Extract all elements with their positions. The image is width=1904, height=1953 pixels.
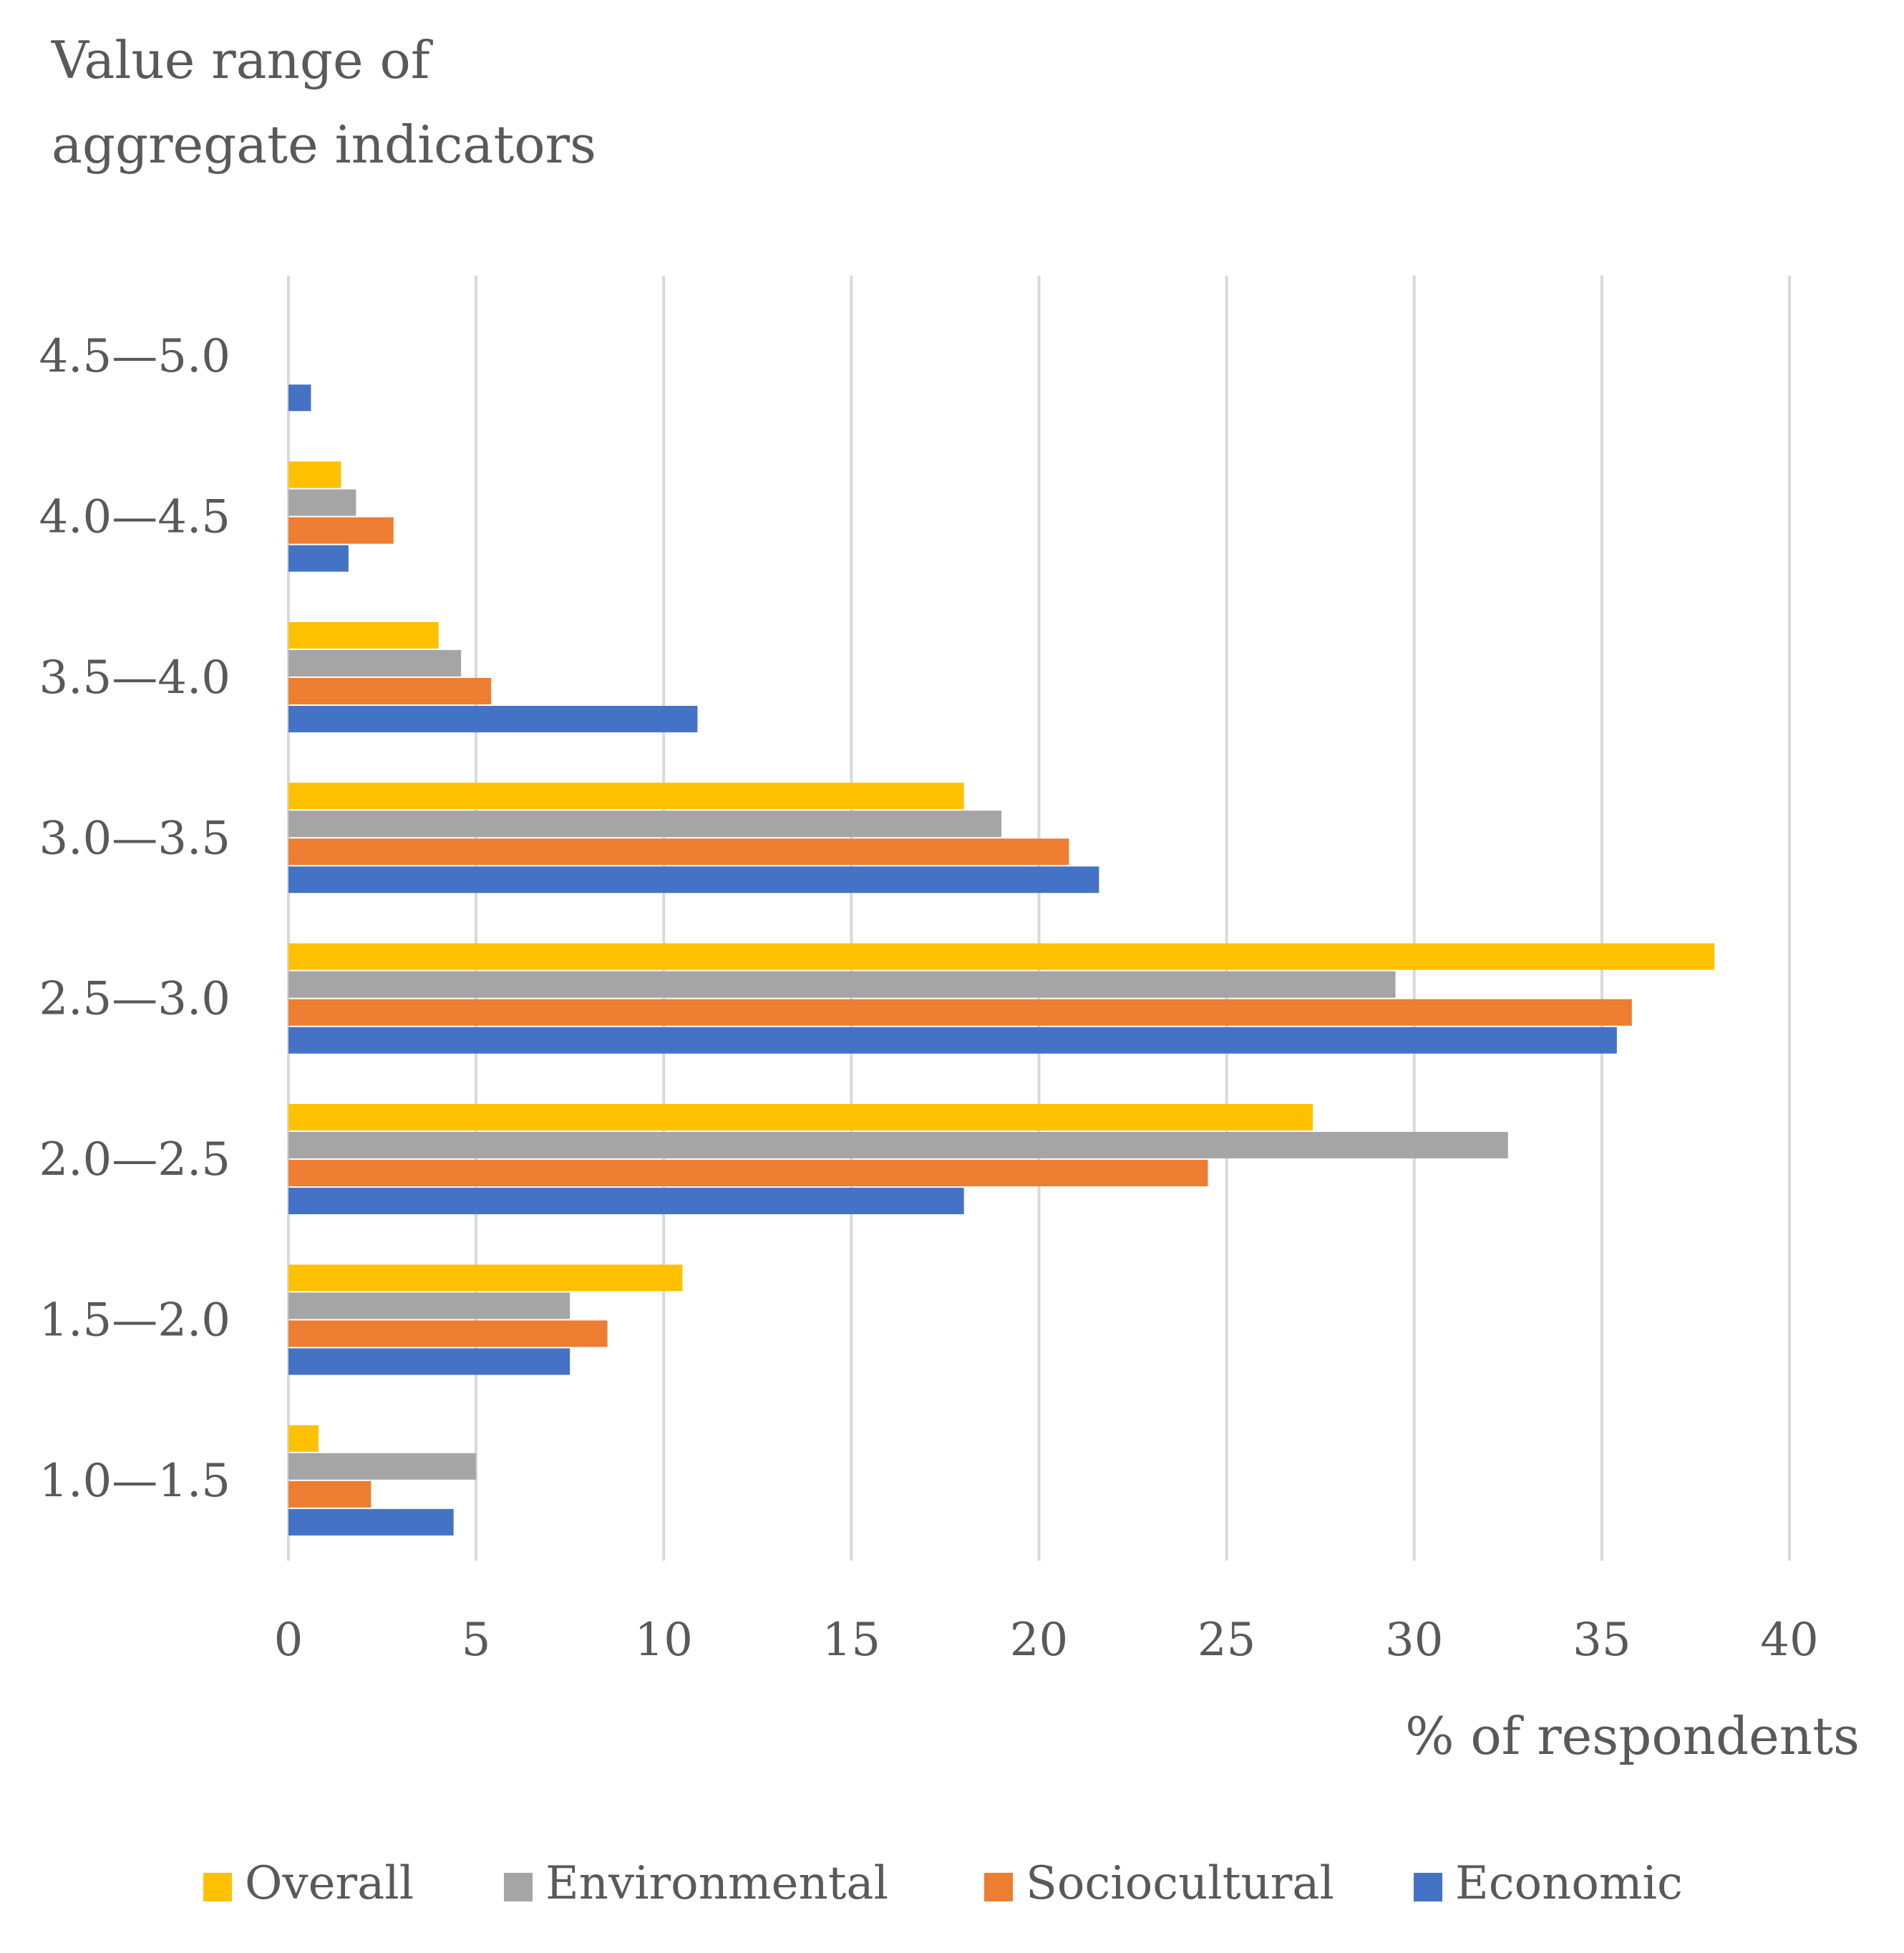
bar-economic-6	[288, 1348, 570, 1375]
bar-environmental-4	[288, 971, 1396, 998]
x-tick-labels: 0 5 10 15 20 25 30 35 40	[274, 1614, 1819, 1667]
category-label-3: 3.0—3.5	[39, 812, 230, 865]
bar-economic-3	[288, 866, 1099, 893]
bar-overall-1	[288, 461, 341, 488]
legend: Overall Environmental Sociocultural Economi…	[203, 1857, 1683, 1910]
x-tick-label-5: 5	[462, 1614, 491, 1667]
bar-overall-2	[288, 621, 439, 649]
category-label-0: 4.5—5.0	[39, 330, 230, 383]
bar-sociocultural-2	[288, 677, 492, 704]
bar-economic-5	[288, 1188, 964, 1215]
legend-label-environmental: Environmental	[545, 1857, 888, 1910]
legend-swatch-economic	[1414, 1873, 1442, 1901]
bar-environmental-5	[288, 1132, 1508, 1159]
bar-environmental-1	[288, 489, 356, 516]
bar-environmental-6	[288, 1292, 570, 1319]
category-label-6: 1.5—2.0	[39, 1294, 230, 1347]
x-tick-label-35: 35	[1573, 1614, 1631, 1667]
x-tick-label-0: 0	[274, 1614, 303, 1667]
x-tick-label-20: 20	[1010, 1614, 1068, 1667]
bar-sociocultural-6	[288, 1320, 608, 1347]
category-labels: 4.5—5.0 4.0—4.5 3.5—4.0 3.0—3.5 2.5—3.0 2.0—2…	[39, 330, 230, 1508]
bar-economic-1	[288, 545, 349, 572]
legend-label-economic: Economic	[1455, 1857, 1683, 1910]
x-tick-label-40: 40	[1760, 1614, 1818, 1667]
category-label-1: 4.0—4.5	[39, 491, 230, 544]
bar-environmental-3	[288, 810, 1002, 838]
bar-sociocultural-4	[288, 999, 1632, 1026]
bar-sociocultural-1	[288, 517, 394, 544]
legend-label-sociocultural: Sociocultural	[1026, 1857, 1334, 1910]
bar-overall-5	[288, 1104, 1313, 1131]
category-label-4: 2.5—3.0	[39, 973, 230, 1026]
legend-swatch-overall	[203, 1873, 232, 1901]
bar-economic-0	[288, 384, 311, 412]
bar-overall-4	[288, 943, 1715, 970]
bars	[288, 384, 1715, 1536]
legend-swatch-sociocultural	[984, 1873, 1013, 1901]
x-tick-label-25: 25	[1198, 1614, 1255, 1667]
x-tick-label-15: 15	[822, 1614, 880, 1667]
bar-overall-6	[288, 1264, 683, 1292]
chart-title-line-2: aggregate indicators	[52, 115, 596, 175]
category-label-2: 3.5—4.0	[39, 651, 230, 704]
bar-overall-3	[288, 782, 964, 810]
gridlines	[287, 276, 1791, 1561]
bar-economic-7	[288, 1508, 454, 1536]
x-tick-label-10: 10	[635, 1614, 693, 1667]
bar-economic-4	[288, 1027, 1617, 1054]
bar-environmental-7	[288, 1453, 477, 1480]
bar-sociocultural-7	[288, 1480, 371, 1508]
x-tick-label-30: 30	[1385, 1614, 1443, 1667]
bar-environmental-2	[288, 649, 462, 677]
legend-swatch-environmental	[504, 1873, 533, 1901]
bar-economic-2	[288, 705, 698, 732]
x-axis-label: % of respondents	[1405, 1706, 1860, 1766]
bar-sociocultural-5	[288, 1160, 1208, 1187]
bar-sociocultural-3	[288, 838, 1069, 866]
legend-label-overall: Overall	[245, 1857, 414, 1910]
chart-title-line-1: Value range of	[52, 30, 430, 90]
bar-overall-7	[288, 1425, 319, 1452]
category-label-5: 2.0—2.5	[39, 1133, 230, 1186]
category-label-7: 1.0—1.5	[39, 1455, 230, 1508]
